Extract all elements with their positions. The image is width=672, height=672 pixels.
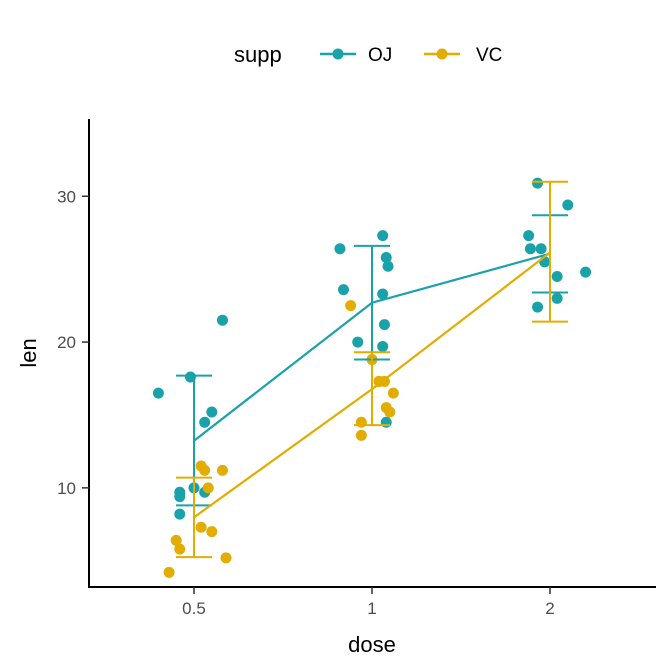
point-oj-11 bbox=[338, 284, 350, 296]
y-tick-label-20: 20 bbox=[57, 333, 76, 352]
legend-title: supp bbox=[234, 42, 282, 67]
y-ticks: 10 20 30 bbox=[57, 187, 89, 498]
legend-label-vc: VC bbox=[476, 45, 502, 66]
point-oj-3 bbox=[206, 406, 218, 418]
error-bar-vc-0 bbox=[176, 476, 212, 559]
point-oj-23 bbox=[532, 301, 544, 313]
point-vc-3 bbox=[195, 521, 207, 533]
x-ticks: 0.5 1 2 bbox=[182, 587, 555, 618]
point-oj-20 bbox=[523, 230, 535, 242]
point-vc-9 bbox=[220, 552, 232, 564]
point-oj-12 bbox=[352, 336, 364, 348]
point-oj-15 bbox=[382, 260, 394, 272]
y-tick-label-10: 10 bbox=[57, 479, 76, 498]
point-oj-0 bbox=[152, 387, 164, 399]
point-vc-8 bbox=[216, 464, 228, 476]
point-oj-17 bbox=[378, 319, 390, 331]
point-oj-9 bbox=[199, 416, 211, 428]
point-oj-4 bbox=[216, 314, 228, 326]
point-vc-5 bbox=[199, 464, 211, 476]
point-oj-28 bbox=[580, 266, 592, 278]
point-vc-12 bbox=[355, 429, 367, 441]
point-oj-18 bbox=[377, 340, 389, 352]
point-vc-6 bbox=[202, 482, 214, 494]
point-vc-17 bbox=[384, 406, 396, 418]
x-axis-title: dose bbox=[348, 632, 396, 657]
y-tick-label-30: 30 bbox=[57, 187, 76, 206]
point-oj-16 bbox=[377, 288, 389, 300]
point-vc-18 bbox=[387, 387, 399, 399]
legend: supp OJ VC bbox=[234, 42, 502, 67]
point-vc-2 bbox=[174, 543, 186, 555]
x-tick-label-2: 2 bbox=[545, 599, 554, 618]
error-bar-vc-2 bbox=[532, 180, 568, 323]
plot-marks bbox=[152, 177, 592, 578]
point-vc-7 bbox=[206, 526, 218, 538]
point-vc-0 bbox=[163, 566, 175, 578]
point-oj-25 bbox=[551, 270, 563, 282]
x-tick-label-0-5: 0.5 bbox=[182, 599, 206, 618]
point-oj-10 bbox=[334, 243, 346, 255]
point-oj-14 bbox=[380, 252, 392, 264]
point-oj-29 bbox=[535, 243, 547, 255]
point-oj-21 bbox=[524, 243, 536, 255]
point-vc-10 bbox=[345, 300, 357, 312]
legend-label-oj: OJ bbox=[368, 45, 392, 66]
point-oj-27 bbox=[562, 199, 574, 211]
legend-key-oj bbox=[320, 48, 356, 60]
point-oj-13 bbox=[377, 230, 389, 242]
y-axis-title: len bbox=[16, 338, 41, 367]
point-oj-5 bbox=[174, 486, 186, 498]
error-bar-vc-1 bbox=[354, 351, 390, 427]
point-oj-22 bbox=[532, 177, 544, 189]
point-oj-26 bbox=[551, 292, 563, 304]
x-tick-label-1: 1 bbox=[367, 599, 376, 618]
point-vc-1 bbox=[170, 534, 182, 546]
legend-key-vc bbox=[424, 48, 460, 60]
point-vc-19 bbox=[373, 375, 385, 387]
point-oj-8 bbox=[174, 508, 186, 520]
